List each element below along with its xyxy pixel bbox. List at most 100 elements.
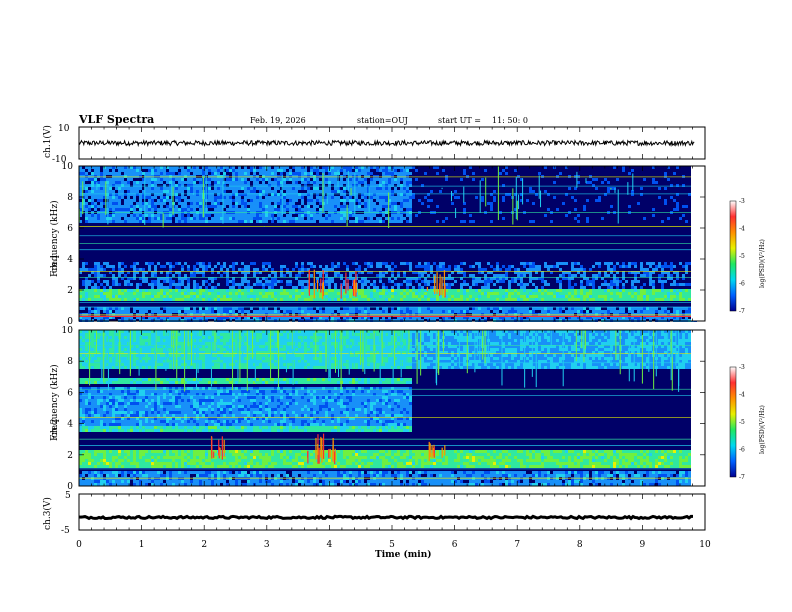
spectrogram-cell	[316, 205, 319, 208]
spectrogram-cell	[211, 193, 214, 196]
spectrogram-cell	[313, 220, 316, 223]
spectrogram-cell	[661, 292, 664, 295]
spectrogram-cell	[385, 187, 388, 190]
spectrogram-cell	[160, 208, 163, 211]
spectrogram-cell	[460, 286, 463, 289]
spectrogram-cell	[259, 310, 262, 313]
spectrogram-cell	[613, 274, 616, 277]
spectrogram-cell	[514, 169, 517, 172]
spectrogram-cell	[445, 295, 448, 298]
spectrogram-cell	[166, 289, 169, 292]
spectrogram-cell	[175, 271, 178, 274]
spectrogram-cell	[538, 292, 541, 295]
spectrogram-cell	[190, 310, 193, 313]
spectrogram-cell	[229, 199, 232, 202]
spectrogram-cell	[154, 289, 157, 292]
spectrogram-cell	[271, 196, 274, 199]
spectrogram-cell	[274, 181, 277, 184]
spectrogram-cell	[601, 310, 604, 313]
spectrogram-cell	[685, 262, 688, 265]
spectrogram-cell	[262, 190, 265, 193]
spectrogram-cell	[85, 205, 88, 208]
spectrogram-cell	[154, 214, 157, 217]
spectrogram-cell	[118, 307, 121, 310]
spectrogram-cell	[97, 172, 100, 175]
spectrogram-cell	[589, 292, 592, 295]
spectrogram-cell	[310, 193, 313, 196]
spectrogram-cell	[385, 310, 388, 313]
spectrogram-cell	[88, 283, 91, 286]
spectrogram-cell	[130, 220, 133, 223]
spectrogram-cell	[277, 280, 280, 283]
spectrogram-cell	[553, 316, 556, 319]
spectrogram-cell	[553, 289, 556, 292]
spectrogram-cell	[448, 298, 451, 301]
spectrogram-cell	[412, 289, 415, 292]
spectrogram-cell	[253, 292, 256, 295]
spectrogram-cell	[85, 196, 88, 199]
spectrogram-cell	[349, 184, 352, 187]
spectrogram-cell	[406, 262, 409, 265]
spectrogram-cell	[652, 316, 655, 319]
spectrogram-cell	[106, 316, 109, 319]
spectrogram-cell	[265, 217, 268, 220]
spectrogram-cell	[232, 220, 235, 223]
spectrogram-cell	[676, 298, 679, 301]
spectrogram-cell	[673, 280, 676, 283]
spectrogram-cell	[376, 166, 379, 169]
spectrogram-cell	[580, 292, 583, 295]
spectrogram-cell	[286, 310, 289, 313]
spectrogram-cell	[607, 181, 610, 184]
spectrogram-cell	[349, 208, 352, 211]
spectrogram-cell	[112, 277, 115, 280]
spectrogram-cell	[241, 172, 244, 175]
spectrogram-cell	[562, 316, 565, 319]
spectrogram-cell	[271, 271, 274, 274]
spectrogram-cell	[505, 310, 508, 313]
spectrogram-cell	[502, 295, 505, 298]
spectrogram-cell	[151, 292, 154, 295]
spectrogram-cell	[337, 316, 340, 319]
spectrogram-cell	[127, 298, 130, 301]
spectrogram-cell	[436, 298, 439, 301]
spectrogram-cell	[445, 289, 448, 292]
spectrogram-cell	[94, 271, 97, 274]
spectrogram-cell	[676, 208, 679, 211]
spectrogram-cell	[274, 316, 277, 319]
spectrogram-cell	[262, 169, 265, 172]
spectrogram-cell	[400, 316, 403, 319]
spectrogram-cell	[364, 262, 367, 265]
spectrogram-cell	[673, 307, 676, 310]
spectrogram-cell	[481, 292, 484, 295]
spectrogram-cell	[307, 280, 310, 283]
spectrogram-cell	[652, 268, 655, 271]
spectrogram-cell	[334, 307, 337, 310]
spectrogram-cell	[424, 277, 427, 280]
spectrogram-cell	[169, 289, 172, 292]
ch1-waveform-frame	[78, 126, 706, 160]
spectrogram-cell	[382, 205, 385, 208]
spectrogram-cell	[394, 220, 397, 223]
spectrogram-cell	[85, 280, 88, 283]
spectrogram-cell	[673, 172, 676, 175]
spectrogram-cell	[208, 193, 211, 196]
spectrogram-cell	[238, 202, 241, 205]
spectrogram-cell	[586, 217, 589, 220]
spectrogram-cell	[319, 274, 322, 277]
spectrogram-cell	[214, 220, 217, 223]
station-label: station=OUJ	[357, 116, 408, 125]
spectrogram-cell	[457, 310, 460, 313]
spectrogram-cell	[109, 193, 112, 196]
spectrogram-cell	[136, 190, 139, 193]
ch1-ylabel: ch.1(V)	[42, 125, 53, 158]
spectrogram-cell	[445, 307, 448, 310]
spectrogram-cell	[550, 307, 553, 310]
spectrogram-cell	[178, 295, 181, 298]
spectrogram-cell	[88, 292, 91, 295]
spectrogram-cell	[106, 262, 109, 265]
spectrogram-cell	[289, 217, 292, 220]
spectrogram-cell	[133, 184, 136, 187]
spectrogram-cell	[250, 298, 253, 301]
spectrogram-cell	[271, 214, 274, 217]
spectrogram-cell	[187, 268, 190, 271]
